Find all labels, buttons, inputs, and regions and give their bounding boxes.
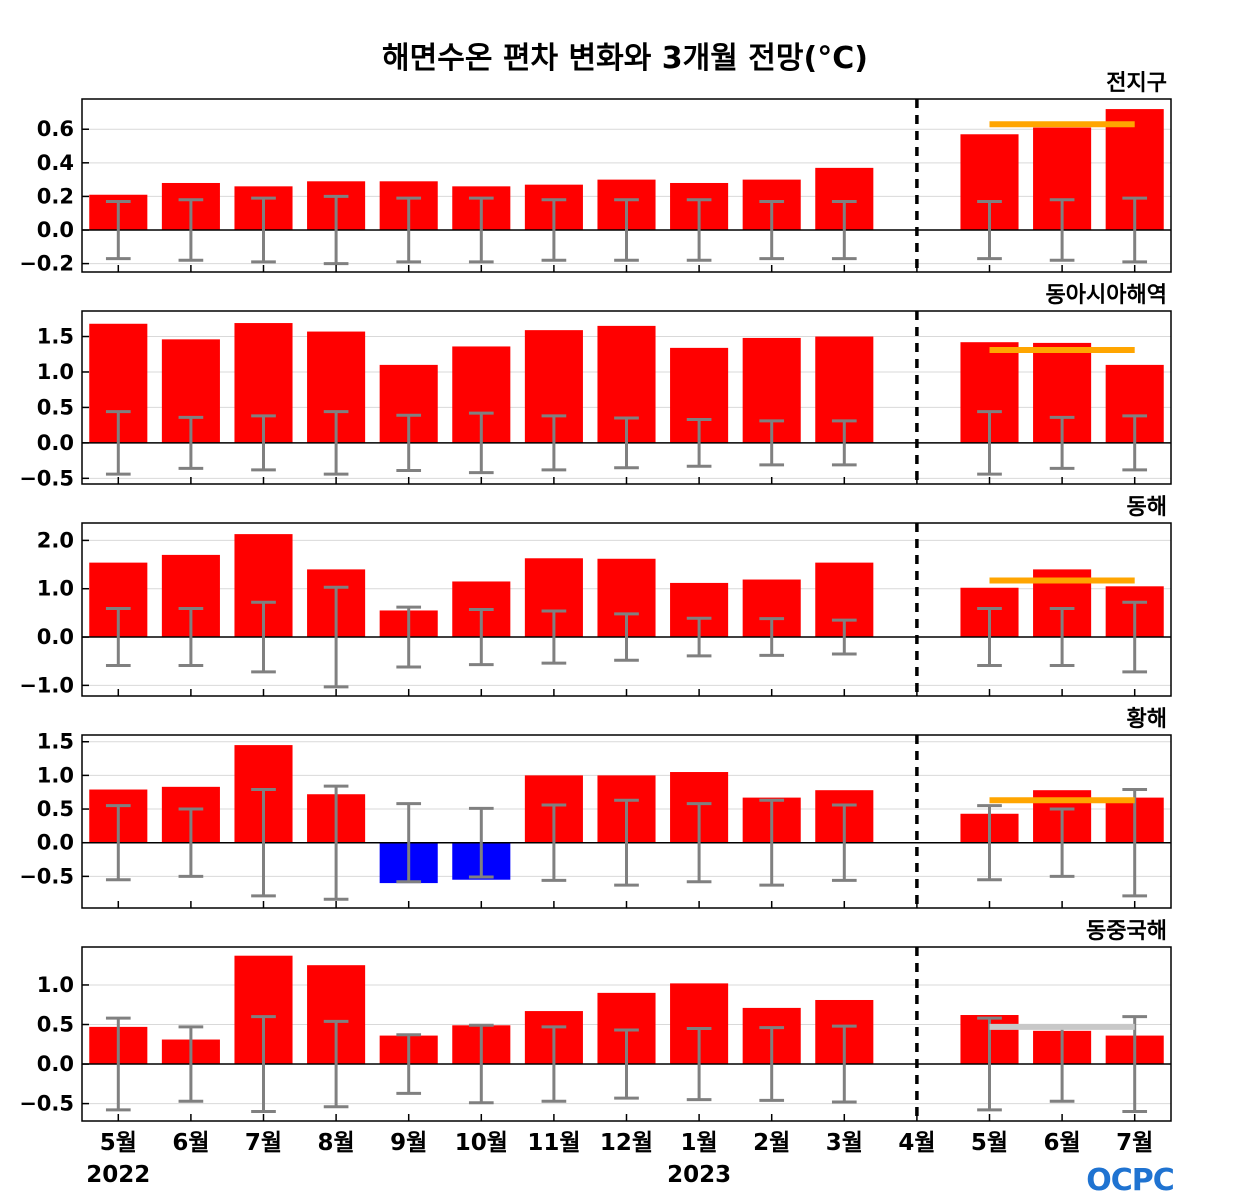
y-tick-label: −0.5 xyxy=(19,864,74,888)
y-tick-label: 1.0 xyxy=(37,360,74,384)
y-tick-label: 0.4 xyxy=(37,151,74,175)
panel-1: −0.5 0.0 0.5 1.0 1.5 동아시아해역 xyxy=(19,283,1172,490)
ocpc-logo: OCPC xyxy=(1086,1163,1174,1198)
year-label: 2023 xyxy=(667,1162,731,1188)
panel-3: −0.5 0.0 0.5 1.0 1.5 황해 xyxy=(19,707,1172,909)
x-tick-label: 7월 xyxy=(1116,1130,1153,1156)
panel-4: −0.5 0.0 0.5 1.0 동중국해 xyxy=(19,919,1172,1122)
panel-region-name: 동중국해 xyxy=(1086,919,1167,944)
x-tick-label: 8월 xyxy=(318,1130,355,1156)
y-tick-label: 0.0 xyxy=(37,831,74,855)
x-tick-label: 10월 xyxy=(455,1130,508,1156)
x-tick-label: 1월 xyxy=(681,1130,718,1156)
y-tick-label: 1.0 xyxy=(37,763,74,787)
y-tick-label: 0.5 xyxy=(37,395,74,419)
x-tick-label: 5월 xyxy=(971,1130,1008,1156)
x-tick-label: 6월 xyxy=(1044,1130,1081,1156)
y-tick-label: 1.0 xyxy=(37,973,74,997)
y-tick-label: −0.2 xyxy=(19,252,74,276)
y-tick-label: −0.5 xyxy=(19,466,74,490)
y-tick-label: 0.0 xyxy=(37,431,74,455)
panel-region-name: 전지구 xyxy=(1106,71,1167,96)
y-tick-label: 1.0 xyxy=(37,577,74,601)
x-tick-label: 4월 xyxy=(898,1130,935,1156)
y-tick-label: 0.0 xyxy=(37,625,74,649)
y-tick-label: 0.6 xyxy=(37,117,74,141)
year-label: 2022 xyxy=(86,1162,150,1188)
y-tick-label: −0.5 xyxy=(19,1092,74,1116)
x-tick-label: 9월 xyxy=(390,1130,427,1156)
y-tick-label: 0.0 xyxy=(37,218,74,242)
x-tick-label: 3월 xyxy=(826,1130,863,1156)
y-tick-label: 1.5 xyxy=(37,325,74,349)
panel-region-name: 동아시아해역 xyxy=(1046,283,1167,308)
y-tick-label: −1.0 xyxy=(19,673,74,697)
x-tick-label: 11월 xyxy=(527,1130,580,1156)
x-tick-label: 2월 xyxy=(753,1130,790,1156)
panels: −0.2 0.0 0.2 0.4 0.6 전지구 −0.5 0.0 0.5 1.0 1.5 동아시아해… xyxy=(19,71,1172,1122)
y-tick-label: 0.2 xyxy=(37,184,74,208)
y-tick-label: 0.5 xyxy=(37,1013,74,1037)
panel-2: −1.0 0.0 1.0 2.0 동해 xyxy=(19,495,1172,697)
x-tick-label: 12월 xyxy=(600,1130,653,1156)
panel-region-name: 동해 xyxy=(1127,495,1167,520)
x-tick-label: 7월 xyxy=(245,1130,282,1156)
x-tick-label: 5월 xyxy=(100,1130,137,1156)
panel-0: −0.2 0.0 0.2 0.4 0.6 전지구 xyxy=(19,71,1172,276)
x-axis-labels: 5월 6월 7월 8월 9월 10월 11월 12월 1월 2월 3월 4월 5월 6월 7월 2022 202… xyxy=(86,1130,1153,1188)
y-tick-label: 0.5 xyxy=(37,797,74,821)
x-tick-label: 6월 xyxy=(172,1130,209,1156)
figure-title: 해면수온 편차 변화와 3개월 전망(°C) xyxy=(382,41,868,76)
y-tick-label: 0.0 xyxy=(37,1052,74,1076)
y-tick-label: 2.0 xyxy=(37,528,74,552)
y-tick-label: 1.5 xyxy=(37,730,74,754)
panel-region-name: 황해 xyxy=(1127,707,1167,732)
